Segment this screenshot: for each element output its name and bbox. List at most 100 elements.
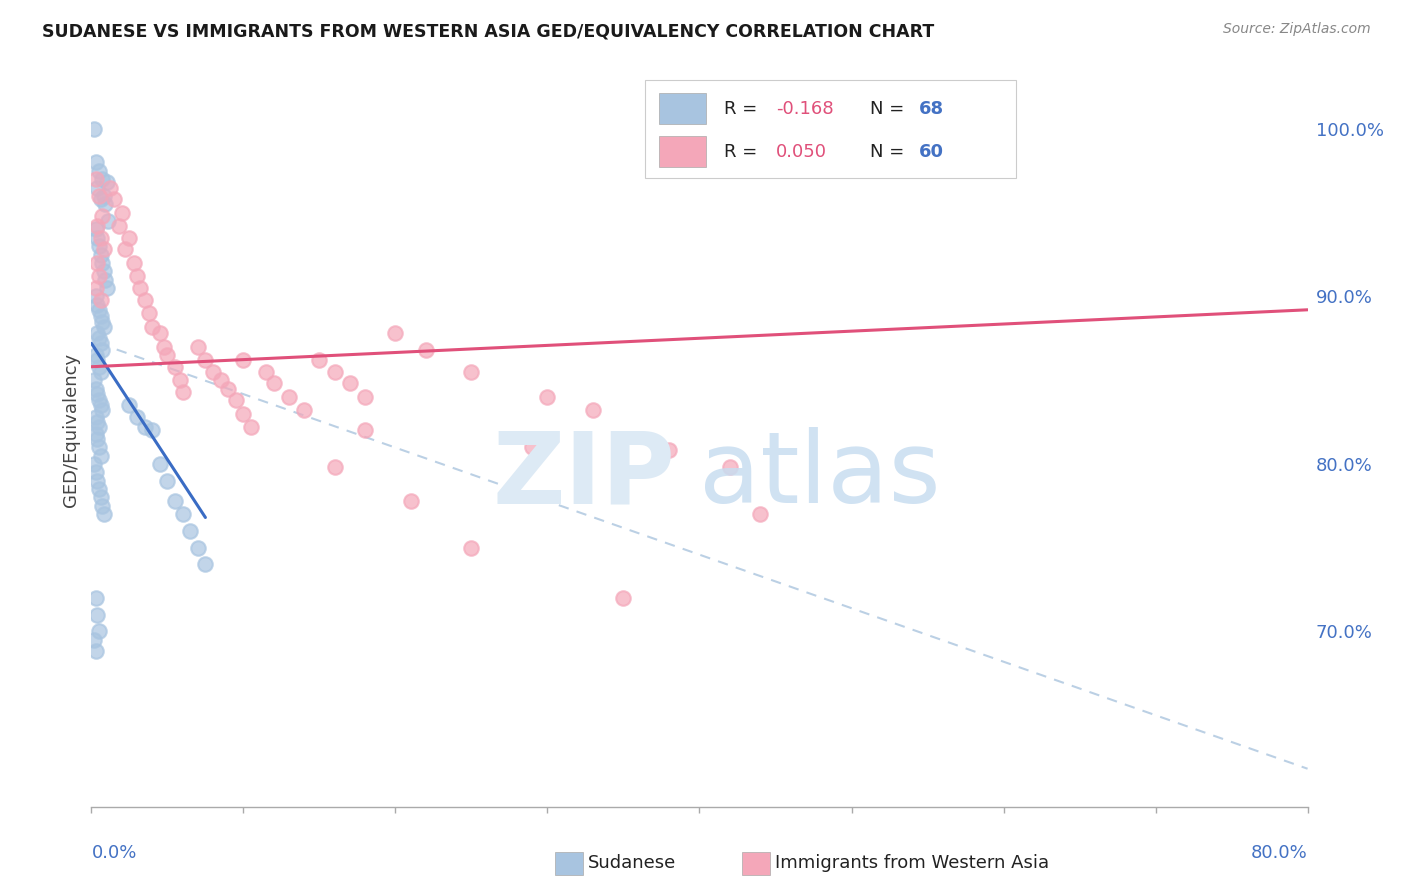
Text: Sudanese: Sudanese	[588, 855, 676, 872]
Point	[83, 122, 105, 136]
Point	[98, 180, 121, 194]
Point	[323, 365, 346, 379]
Point	[84, 644, 107, 658]
Text: R =: R =	[724, 100, 763, 118]
Point	[93, 319, 115, 334]
Text: N =: N =	[870, 100, 910, 118]
Point	[134, 420, 156, 434]
Point	[582, 403, 605, 417]
Point	[612, 591, 634, 605]
Text: 68: 68	[918, 100, 943, 118]
Point	[114, 243, 136, 257]
Point	[107, 219, 129, 233]
Point	[141, 424, 163, 438]
Point	[84, 409, 107, 424]
Bar	[659, 136, 706, 168]
Point	[86, 256, 108, 270]
Text: SUDANESE VS IMMIGRANTS FROM WESTERN ASIA GED/EQUIVALENCY CORRELATION CHART: SUDANESE VS IMMIGRANTS FROM WESTERN ASIA…	[42, 22, 935, 40]
Point	[96, 281, 118, 295]
Point	[749, 507, 772, 521]
Point	[91, 256, 114, 270]
Point	[354, 390, 377, 404]
Point	[86, 298, 108, 312]
Point	[149, 457, 172, 471]
Point	[172, 384, 194, 399]
Point	[209, 373, 232, 387]
Point	[399, 493, 422, 508]
Point	[87, 163, 110, 178]
Point	[163, 359, 186, 374]
Point	[87, 269, 110, 284]
Point	[89, 192, 111, 206]
Point	[522, 440, 544, 454]
Point	[89, 449, 111, 463]
Point	[94, 197, 117, 211]
Point	[89, 398, 111, 412]
Point	[138, 306, 160, 320]
Point	[91, 314, 114, 328]
Point	[254, 365, 277, 379]
Point	[156, 474, 179, 488]
Point	[87, 482, 110, 496]
Point	[217, 382, 239, 396]
Point	[232, 407, 254, 421]
Point	[125, 269, 148, 284]
Point	[84, 465, 107, 479]
Point	[172, 507, 194, 521]
Text: -0.168: -0.168	[776, 100, 834, 118]
Point	[125, 409, 148, 424]
Point	[118, 231, 141, 245]
Point	[194, 558, 217, 572]
Point	[86, 386, 108, 401]
Point	[323, 460, 346, 475]
Point	[84, 382, 107, 396]
Point	[84, 172, 107, 186]
Point	[87, 624, 110, 639]
Point	[153, 340, 176, 354]
Point	[87, 359, 110, 374]
Point	[84, 222, 107, 236]
Point	[179, 524, 201, 538]
Point	[83, 373, 105, 387]
Point	[460, 541, 482, 555]
Point	[97, 214, 120, 228]
Point	[87, 393, 110, 408]
Text: R =: R =	[724, 143, 763, 161]
Text: 60: 60	[918, 143, 943, 161]
Point	[89, 491, 111, 505]
Text: ZIP: ZIP	[492, 427, 675, 524]
Point	[89, 293, 111, 307]
Point	[84, 289, 107, 303]
Point	[141, 319, 163, 334]
Point	[225, 393, 247, 408]
Point	[93, 507, 115, 521]
Point	[91, 172, 114, 186]
Point	[415, 343, 437, 357]
Point	[87, 420, 110, 434]
Point	[308, 353, 330, 368]
Point	[86, 219, 108, 233]
Bar	[659, 93, 706, 124]
Point	[87, 302, 110, 317]
Point	[354, 424, 377, 438]
Point	[84, 426, 107, 441]
Text: atlas: atlas	[699, 427, 941, 524]
Point	[169, 373, 191, 387]
Point	[86, 353, 108, 368]
Point	[339, 376, 361, 391]
Point	[86, 474, 108, 488]
Point	[86, 432, 108, 446]
Point	[96, 176, 118, 190]
Point	[156, 348, 179, 362]
Point	[89, 336, 111, 351]
Point	[202, 365, 225, 379]
Point	[89, 365, 111, 379]
Point	[94, 273, 117, 287]
Point	[86, 231, 108, 245]
Point	[84, 155, 107, 169]
Point	[129, 281, 152, 295]
Point	[232, 353, 254, 368]
Point	[134, 293, 156, 307]
Point	[89, 231, 111, 245]
Point	[91, 499, 114, 513]
